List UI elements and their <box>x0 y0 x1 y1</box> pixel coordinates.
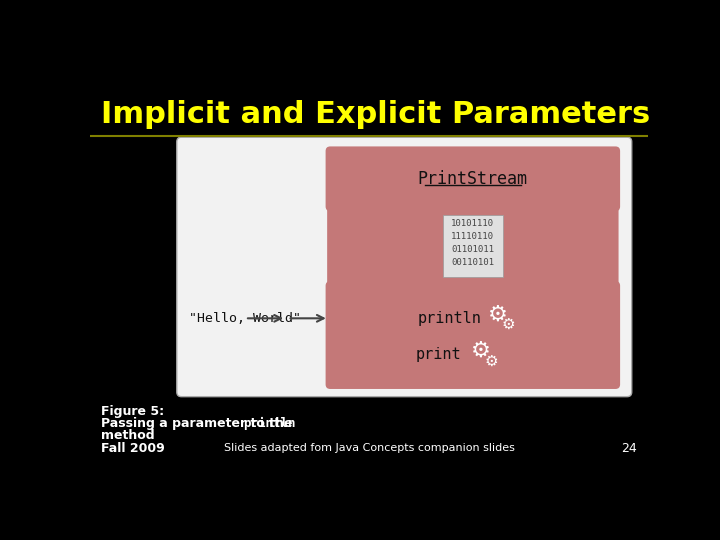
Text: PrintStream: PrintStream <box>418 170 528 188</box>
Text: print: print <box>416 347 462 362</box>
Text: Implicit and Explicit Parameters: Implicit and Explicit Parameters <box>101 100 650 130</box>
Text: ⚙: ⚙ <box>472 341 491 361</box>
Text: Passing a parameter to the: Passing a parameter to the <box>101 417 297 430</box>
Text: 11110110: 11110110 <box>451 232 495 241</box>
FancyBboxPatch shape <box>443 215 503 278</box>
Text: ⚙: ⚙ <box>488 305 508 325</box>
Text: 00110101: 00110101 <box>451 258 495 267</box>
Text: Fall 2009: Fall 2009 <box>101 442 165 455</box>
FancyBboxPatch shape <box>327 206 618 286</box>
FancyBboxPatch shape <box>177 137 631 397</box>
Text: 24: 24 <box>621 442 637 455</box>
FancyBboxPatch shape <box>325 281 620 389</box>
Text: ⚙: ⚙ <box>485 354 498 368</box>
FancyBboxPatch shape <box>325 146 620 211</box>
Text: println: println <box>243 417 296 430</box>
Text: method: method <box>101 429 155 442</box>
Text: Figure 5:: Figure 5: <box>101 405 164 418</box>
Text: println: println <box>418 311 482 326</box>
Text: Slides adapted fom Java Concepts companion slides: Slides adapted fom Java Concepts compani… <box>224 443 514 453</box>
Text: "Hello, World": "Hello, World" <box>189 312 301 325</box>
Text: 10101110: 10101110 <box>451 219 495 228</box>
Text: 01101011: 01101011 <box>451 245 495 254</box>
Text: ⚙: ⚙ <box>501 317 515 332</box>
